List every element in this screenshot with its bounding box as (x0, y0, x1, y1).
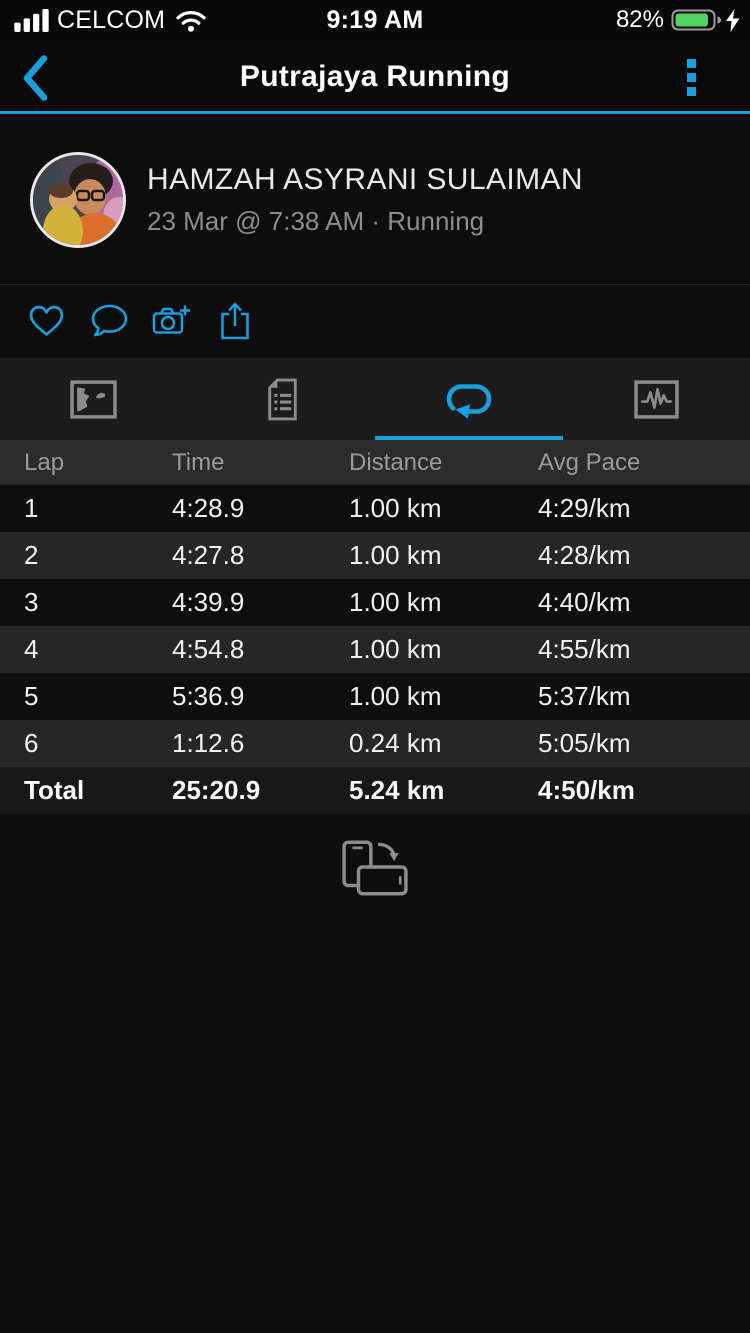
tab-details[interactable] (188, 358, 376, 440)
section-divider (0, 284, 750, 285)
col-header-distance: Distance (349, 448, 443, 476)
owner-text: HAMZAH ASYRANI SULAIMAN 23 Mar @ 7:38 AM… (147, 163, 583, 237)
social-actions (0, 285, 750, 358)
rotate-device-icon (341, 839, 409, 897)
tab-map[interactable] (0, 358, 188, 440)
share-button[interactable] (216, 302, 254, 340)
overflow-menu-button[interactable] (685, 57, 698, 98)
camera-plus-icon (152, 303, 192, 340)
clock-label: 9:19 AM (326, 5, 424, 34)
document-list-icon (264, 377, 299, 422)
total-row: Total 25:20.9 5.24 km 4:50/km (0, 767, 750, 814)
add-photo-button[interactable] (152, 302, 192, 340)
tab-charts[interactable] (563, 358, 750, 440)
laps-loop-icon (444, 378, 494, 420)
lap-row: 2 4:27.8 1.00 km 4:28/km (0, 532, 750, 579)
comment-button[interactable] (90, 302, 128, 340)
comment-bubble-icon (90, 303, 128, 339)
map-icon (70, 379, 117, 419)
share-icon (218, 301, 252, 341)
battery-icon (671, 8, 721, 32)
like-button[interactable] (27, 302, 65, 340)
laps-table-header: Lap Time Distance Avg Pace (0, 440, 750, 485)
col-header-time: Time (172, 448, 225, 476)
lap-row: 6 1:12.6 0.24 km 5:05/km (0, 720, 750, 767)
back-button[interactable] (22, 55, 48, 101)
carrier-label: CELCOM (57, 5, 166, 34)
lap-row: 4 4:54.8 1.00 km 4:55/km (0, 626, 750, 673)
rotate-hint (0, 839, 750, 897)
status-bar: CELCOM 9:19 AM 82% (0, 0, 750, 40)
chevron-left-icon (22, 55, 48, 101)
col-header-avg-pace: Avg Pace (538, 448, 641, 476)
heart-icon (28, 304, 65, 338)
tab-laps[interactable] (375, 358, 563, 440)
status-right: 82% (616, 0, 740, 40)
activity-owner: HAMZAH ASYRANI SULAIMAN 23 Mar @ 7:38 AM… (0, 114, 750, 248)
lap-row: 3 4:39.9 1.00 km 4:40/km (0, 579, 750, 626)
activity-meta: 23 Mar @ 7:38 AM · Running (147, 206, 485, 236)
lap-row: 5 5:36.9 1.00 km 5:37/km (0, 673, 750, 720)
col-header-lap: Lap (24, 448, 65, 476)
nav-bar: Putrajaya Running (0, 40, 750, 114)
chart-graph-icon (634, 379, 679, 419)
lap-row: 1 4:28.9 1.00 km 4:29/km (0, 485, 750, 532)
page-title: Putrajaya Running (239, 60, 511, 93)
wifi-icon (175, 8, 207, 33)
activity-tab-bar (0, 358, 750, 440)
charging-bolt-icon (726, 8, 740, 32)
kebab-menu-icon (687, 59, 696, 68)
avatar[interactable] (30, 152, 126, 248)
battery-percent-label: 82% (615, 6, 664, 33)
status-left: CELCOM (14, 0, 207, 40)
signal-bars-icon (14, 8, 50, 33)
owner-name: HAMZAH ASYRANI SULAIMAN (147, 163, 583, 196)
